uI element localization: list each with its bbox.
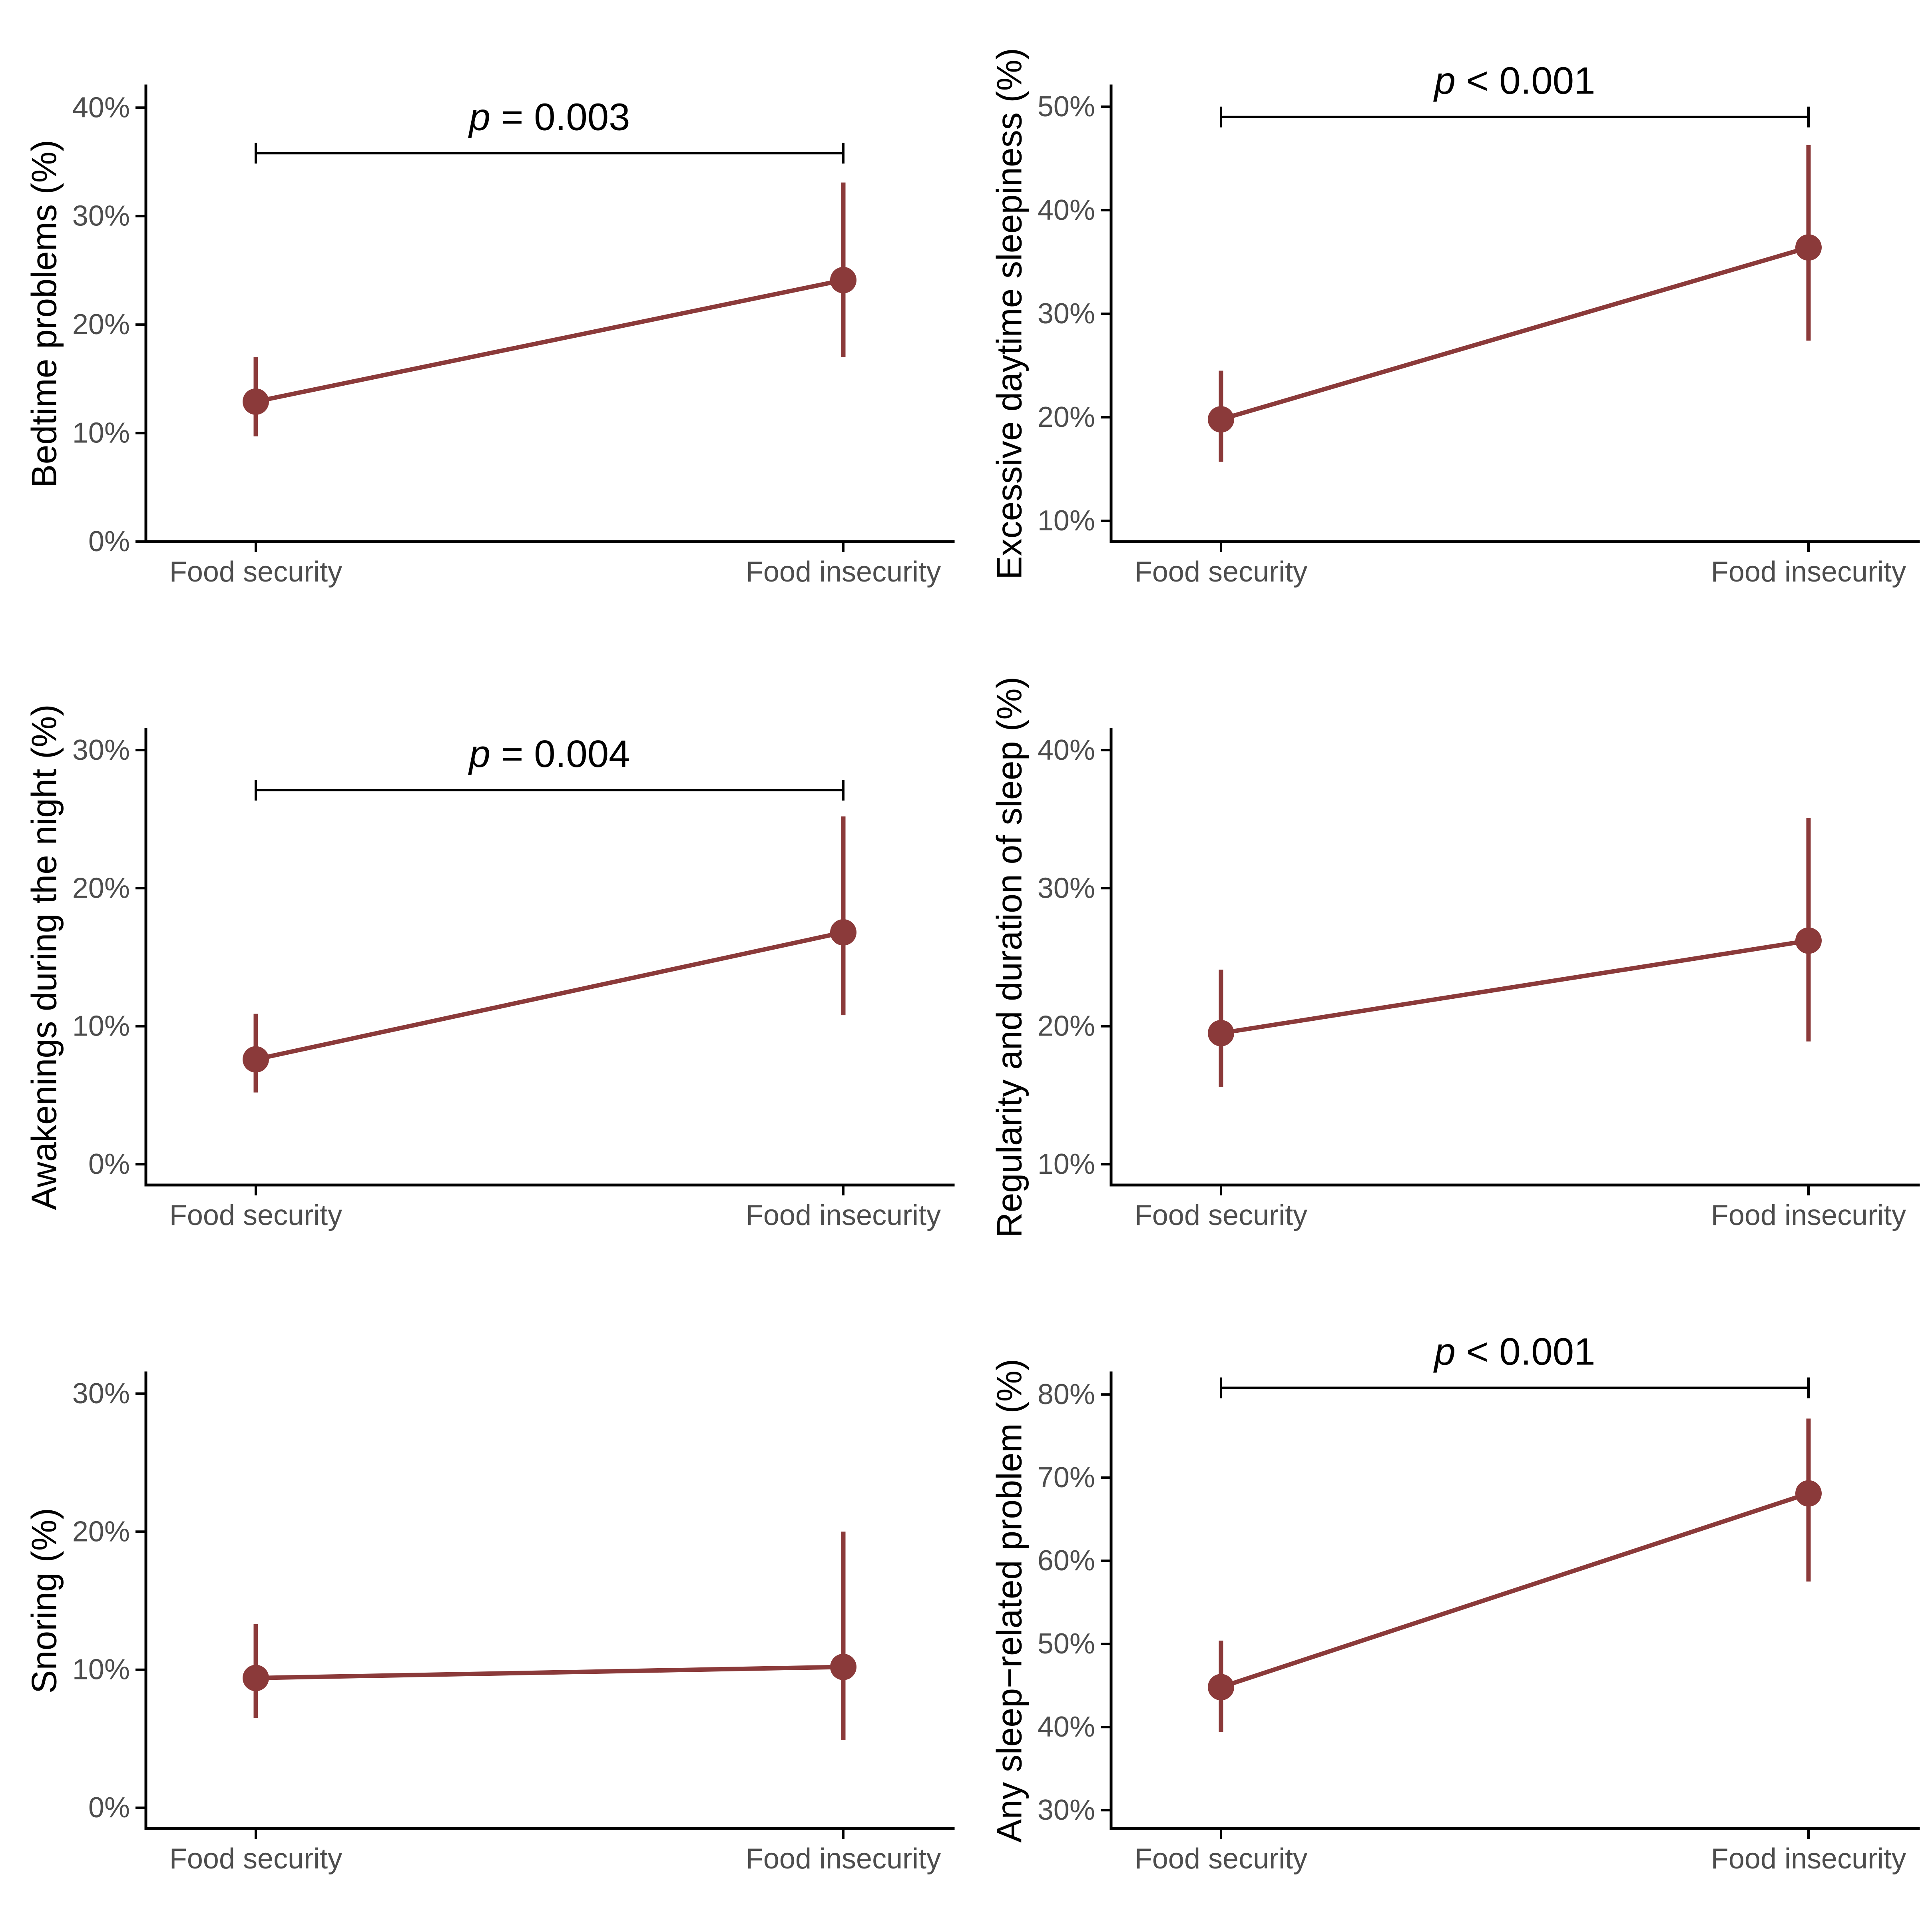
p-value: = 0.003 (490, 96, 630, 138)
x-tick-label: Food security (1135, 1199, 1307, 1231)
p-symbol: p (468, 96, 490, 138)
x-tick-label: Food security (169, 1843, 342, 1875)
data-point (1795, 234, 1822, 261)
x-tick-label: Food insecurity (746, 1199, 941, 1231)
y-tick-label: 40% (1038, 194, 1095, 226)
x-tick-label: Food insecurity (1711, 1843, 1906, 1875)
significance-bracket (1220, 1377, 1810, 1398)
x-tick-label: Food insecurity (1711, 1199, 1906, 1231)
panel-3: 0% 10% 20% 30% Food security Food insecurity A… (24, 704, 955, 1231)
y-tick-label: 40% (1038, 1711, 1095, 1743)
x-tick-label: Food insecurity (746, 1843, 941, 1875)
x-tick-label: Food security (169, 556, 342, 588)
y-tick-label: 20% (72, 309, 130, 341)
y-tick-label: 60% (1038, 1545, 1095, 1577)
panel-4: 10% 20% 30% 40% Food security Food insecurity… (990, 677, 1920, 1238)
y-axis-title: Awakenings during the night (%) (24, 704, 64, 1210)
y-tick-label: 20% (72, 1516, 130, 1548)
series-line (1219, 245, 1811, 422)
y-tick-label: 10% (1038, 505, 1095, 537)
series-line (253, 930, 846, 1062)
y-tick-label: 0% (88, 526, 130, 558)
y-tick-label: 30% (72, 1378, 130, 1410)
p-value: < 0.001 (1456, 60, 1595, 102)
x-tick-label: Food security (1135, 1843, 1307, 1875)
y-tick-label: 20% (1038, 401, 1095, 433)
data-point (1208, 1020, 1234, 1046)
p-symbol: p (468, 733, 490, 775)
p-symbol: p (1433, 1330, 1455, 1373)
y-tick-label: 30% (1038, 298, 1095, 330)
p-value: = 0.004 (490, 733, 630, 775)
y-tick-label: 10% (72, 417, 130, 449)
y-tick-label: 30% (1038, 1794, 1095, 1826)
p-value-label: p = 0.004 (468, 733, 630, 775)
panel-1: 0% 10% 20% 30% 40% Food security Food insecuri… (24, 84, 955, 588)
data-point (830, 1653, 856, 1680)
y-axis-title: Excessive daytime sleepiness (%) (990, 48, 1029, 580)
data-point (830, 267, 856, 293)
y-axis-title: Regularity and duration of sleep (%) (990, 677, 1029, 1238)
x-tick-label: Food insecurity (746, 556, 941, 588)
significance-bracket (255, 780, 845, 801)
data-point (243, 1665, 269, 1691)
data-point (1795, 927, 1822, 954)
y-tick-label: 20% (72, 872, 130, 904)
x-tick-label: Food insecurity (1711, 556, 1906, 588)
y-tick-label: 50% (1038, 1628, 1095, 1660)
panel-6: 30% 40% 50% 60% 70% 80% Food security Food inse… (990, 1330, 1920, 1875)
y-tick-label: 0% (88, 1792, 130, 1824)
y-tick-label: 10% (72, 1010, 130, 1042)
data-point (243, 388, 269, 415)
p-value-label: p = 0.003 (468, 96, 630, 138)
significance-bracket (255, 143, 845, 164)
series-line (253, 278, 846, 404)
y-tick-label: 20% (1038, 1010, 1095, 1042)
p-value-label: p < 0.001 (1433, 60, 1595, 102)
y-tick-label: 50% (1038, 91, 1095, 123)
y-tick-label: 40% (1038, 734, 1095, 766)
series-line (1219, 1491, 1811, 1689)
y-tick-label: 30% (72, 734, 130, 766)
y-tick-label: 80% (1038, 1378, 1095, 1410)
data-point (1208, 1674, 1234, 1701)
p-value: < 0.001 (1456, 1330, 1595, 1373)
x-tick-label: Food security (1135, 556, 1307, 588)
y-tick-label: 10% (1038, 1148, 1095, 1180)
y-tick-label: 30% (1038, 872, 1095, 904)
series-line (253, 1665, 846, 1680)
y-tick-label: 0% (88, 1148, 130, 1180)
y-axis-title: Any sleep−related problem (%) (990, 1359, 1029, 1843)
data-point (830, 919, 856, 946)
y-axis-title: Snoring (%) (24, 1508, 64, 1694)
p-value-label: p < 0.001 (1433, 1330, 1595, 1373)
significance-bracket (1220, 106, 1810, 127)
panel-5: 0% 10% 20% 30% Food security Food insecurity S… (24, 1371, 955, 1875)
y-tick-label: 30% (72, 200, 130, 232)
data-point (243, 1046, 269, 1073)
panel-2: 10% 20% 30% 40% 50% Food security Food insecur… (990, 48, 1920, 588)
data-point (1795, 1480, 1822, 1507)
y-axis-title: Bedtime problems (%) (24, 140, 64, 488)
series-line (1219, 938, 1811, 1036)
data-point (1208, 406, 1234, 433)
y-tick-label: 10% (72, 1654, 130, 1686)
p-symbol: p (1433, 60, 1455, 102)
y-tick-label: 70% (1038, 1462, 1095, 1494)
y-tick-label: 40% (72, 92, 130, 123)
x-tick-label: Food security (169, 1199, 342, 1231)
